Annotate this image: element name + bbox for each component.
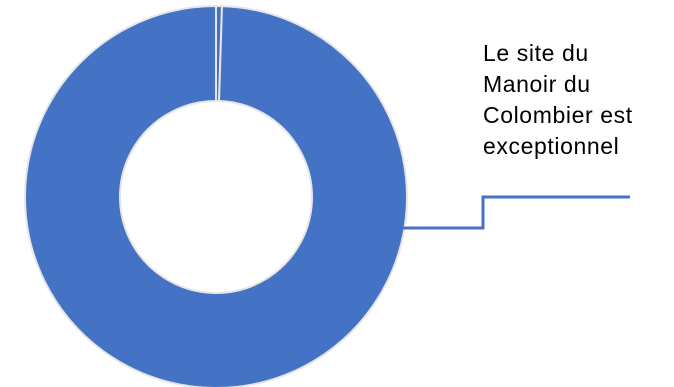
- slice-label: Le site du Manoir du Colombier est excep…: [483, 40, 633, 159]
- slices-group: [24, 4, 408, 387]
- slice-1: [24, 4, 408, 387]
- leader-line: [402, 195, 630, 230]
